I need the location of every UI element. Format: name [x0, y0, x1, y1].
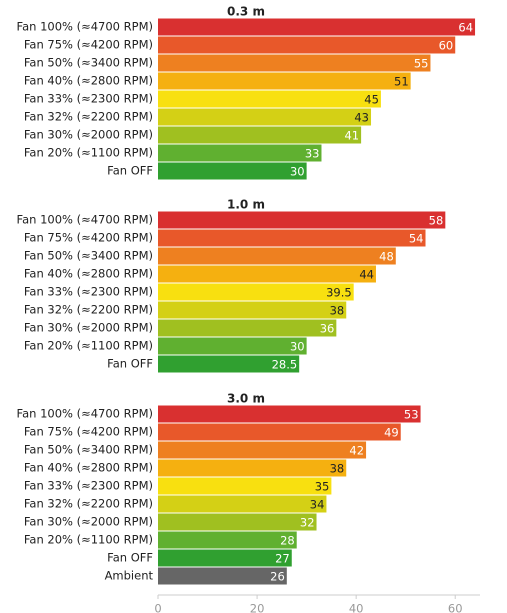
- value-label: 43: [354, 111, 369, 125]
- value-label: 51: [394, 75, 409, 89]
- value-label: 28.5: [272, 358, 298, 372]
- category-label: Fan 33% (≈2300 RPM): [24, 92, 153, 106]
- bar: [158, 144, 322, 162]
- bar: [158, 247, 396, 265]
- value-label: 30: [290, 340, 305, 354]
- category-label: Fan 32% (≈2200 RPM): [24, 303, 153, 317]
- category-label: Fan 32% (≈2200 RPM): [24, 497, 153, 511]
- category-label: Fan 32% (≈2200 RPM): [24, 110, 153, 124]
- value-label: 42: [349, 444, 364, 458]
- bar: [158, 301, 347, 319]
- bar: [158, 108, 372, 126]
- category-label: Fan 100% (≈4700 RPM): [17, 20, 153, 34]
- category-label: Fan 33% (≈2300 RPM): [24, 479, 153, 493]
- value-label: 38: [330, 304, 345, 318]
- bar: [158, 531, 297, 549]
- category-label: Fan OFF: [107, 551, 153, 565]
- category-label: Fan 75% (≈4200 RPM): [24, 425, 153, 439]
- category-label: Fan OFF: [107, 164, 153, 178]
- category-label: Fan 100% (≈4700 RPM): [17, 407, 153, 421]
- bar: [158, 265, 376, 283]
- category-label: Fan 30% (≈2000 RPM): [24, 515, 153, 529]
- value-label: 27: [275, 552, 290, 566]
- value-label: 32: [300, 516, 315, 530]
- value-label: 38: [330, 462, 345, 476]
- value-label: 39.5: [326, 286, 352, 300]
- bar: [158, 477, 332, 495]
- category-label: Fan 40% (≈2800 RPM): [24, 74, 153, 88]
- bar: [158, 337, 307, 355]
- category-label: Fan 100% (≈4700 RPM): [17, 213, 153, 227]
- category-label: Fan 20% (≈1100 RPM): [24, 146, 153, 160]
- bar: [158, 54, 431, 72]
- value-label: 41: [344, 129, 359, 143]
- bar: [158, 459, 347, 477]
- value-label: 64: [458, 21, 473, 35]
- x-tick-label: 20: [250, 602, 265, 613]
- category-label: Fan 30% (≈2000 RPM): [24, 321, 153, 335]
- category-label: Fan 50% (≈3400 RPM): [24, 443, 153, 457]
- category-label: Fan 75% (≈4200 RPM): [24, 231, 153, 245]
- bar: [158, 319, 337, 337]
- category-label: Fan 30% (≈2000 RPM): [24, 128, 153, 142]
- bar: [158, 513, 317, 531]
- category-label: Fan 75% (≈4200 RPM): [24, 38, 153, 52]
- category-label: Fan 20% (≈1100 RPM): [24, 339, 153, 353]
- bar: [158, 405, 421, 423]
- value-label: 30: [290, 165, 305, 179]
- bar: [158, 567, 287, 585]
- bar: [158, 90, 381, 108]
- bar: [158, 126, 362, 144]
- value-label: 55: [414, 57, 429, 71]
- value-label: 54: [409, 232, 424, 246]
- bar: [158, 441, 367, 459]
- category-label: Fan 20% (≈1100 RPM): [24, 533, 153, 547]
- bar: [158, 211, 446, 229]
- category-label: Fan 40% (≈2800 RPM): [24, 461, 153, 475]
- bar: [158, 229, 426, 247]
- category-label: Fan 33% (≈2300 RPM): [24, 285, 153, 299]
- value-label: 60: [439, 39, 454, 53]
- category-label: Fan OFF: [107, 357, 153, 371]
- bar: [158, 355, 300, 373]
- bar: [158, 18, 476, 36]
- chart-title: 3.0 m: [227, 392, 265, 406]
- value-label: 28: [280, 534, 295, 548]
- bar: [158, 549, 292, 567]
- bar: [158, 162, 307, 180]
- value-label: 36: [320, 322, 335, 336]
- value-label: 44: [359, 268, 374, 282]
- value-label: 33: [305, 147, 320, 161]
- x-tick-label: 60: [448, 602, 463, 613]
- value-label: 49: [384, 426, 399, 440]
- category-label: Fan 50% (≈3400 RPM): [24, 56, 153, 70]
- value-label: 26: [270, 570, 285, 584]
- value-label: 48: [379, 250, 394, 264]
- value-label: 58: [429, 214, 444, 228]
- bar: [158, 495, 327, 513]
- value-label: 35: [315, 480, 330, 494]
- chart-title: 1.0 m: [227, 198, 265, 212]
- bar: [158, 72, 411, 90]
- value-label: 34: [310, 498, 325, 512]
- value-label: 45: [364, 93, 379, 107]
- bar: [158, 423, 401, 441]
- x-tick-label: 0: [154, 602, 161, 613]
- chart-title: 0.3 m: [227, 5, 265, 19]
- x-tick-label: 40: [349, 602, 364, 613]
- bar: [158, 283, 354, 301]
- category-label: Ambient: [105, 569, 154, 583]
- category-label: Fan 40% (≈2800 RPM): [24, 267, 153, 281]
- bar: [158, 36, 456, 54]
- category-label: Fan 50% (≈3400 RPM): [24, 249, 153, 263]
- value-label: 53: [404, 408, 419, 422]
